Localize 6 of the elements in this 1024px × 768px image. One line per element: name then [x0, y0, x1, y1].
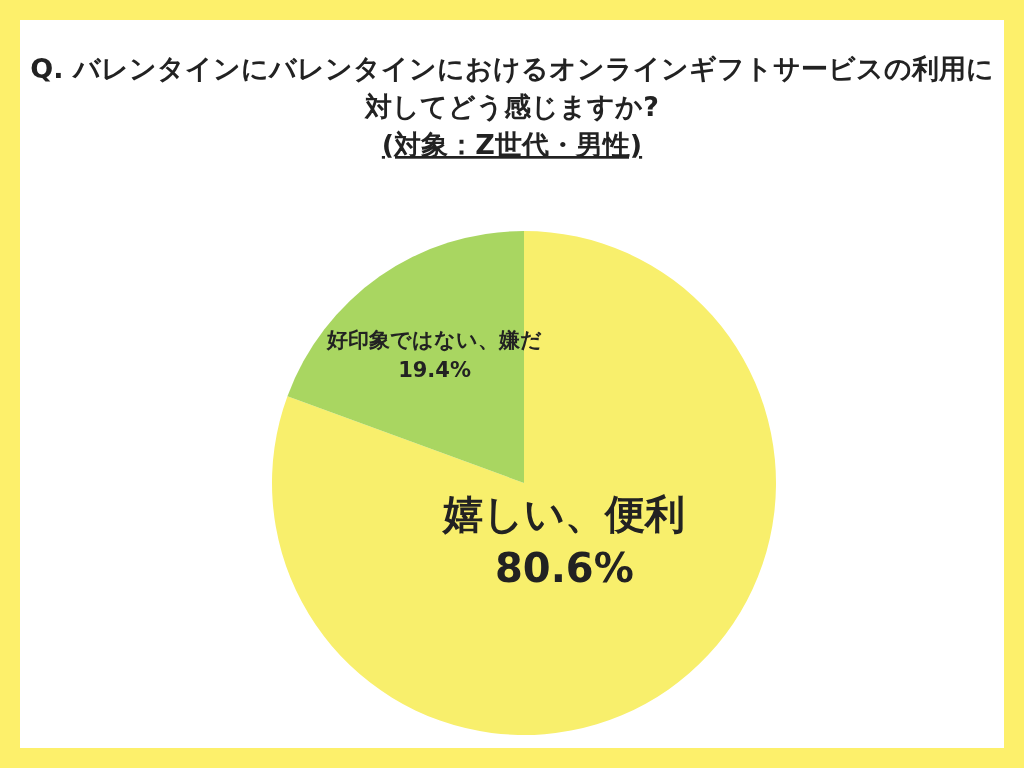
- slice-label: 嬉しい、便利: [441, 490, 686, 537]
- data-label: 80.6%: [495, 544, 634, 591]
- chart-subtitle: (対象：Z世代・男性): [381, 129, 643, 160]
- chart-title: Q. バレンタインにバレンタインにおけるオンラインギフトサービスの利用に対してどう感じますか?: [30, 53, 994, 122]
- slice-label: 好印象ではない、嫌だ: [326, 328, 543, 353]
- data-label: 19.4%: [398, 358, 471, 383]
